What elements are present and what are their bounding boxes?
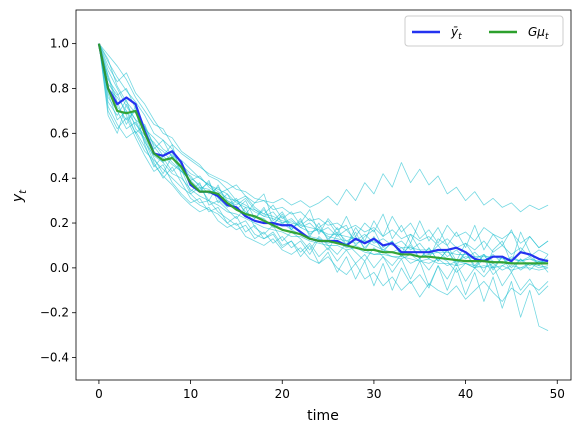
sample-path-line-1 [98,43,549,273]
plot-frame [75,9,572,381]
x-axis-label: time [307,408,339,424]
x-tick-label: 40 [458,387,473,401]
legend-label-mean: ȳt [450,25,462,42]
sample-path-line-6 [98,43,549,273]
sample-path-line-9 [98,43,549,271]
legend-label-g-mu-main: Gμ [528,25,545,39]
sample-path-line-12 [98,43,549,302]
sample-path-line-3 [98,43,549,271]
x-tick-label: 30 [366,387,381,401]
y-tick-label: 0.4 [50,171,69,185]
sample-path-line-10 [98,43,549,273]
y-axis-label-sub: t [18,189,29,194]
mean-series [97,43,549,265]
x-tick-label: 50 [550,387,565,401]
legend-box [404,15,564,47]
sample-paths [98,43,549,332]
y-axis-ticks: −0.4 −0.2 0.0 0.2 0.4 0.6 0.8 1.0 [40,37,76,365]
sample-path-line-11 [98,43,549,253]
legend-label-g-mu: Gμt [528,25,549,42]
y-tick-label: 0.0 [50,261,69,275]
y-axis-label-main: y [10,193,26,203]
sample-path-line-7 [98,43,549,296]
legend-label-mean-sub: t [458,32,462,42]
x-tick-label: 10 [183,387,198,401]
sample-path-line-8 [98,43,549,258]
x-axis-ticks: 0 10 20 30 40 50 [95,380,565,401]
legend-label-mean-main: ȳ [450,25,459,39]
g-mu-series-line [97,43,549,265]
y-axis-label: yt [10,189,29,203]
sample-path-line-13 [98,43,549,262]
y-tick-label: 1.0 [50,37,69,51]
sample-path-line-15 [98,43,549,264]
sample-path-line-5 [98,43,549,213]
y-tick-label: −0.4 [40,351,69,365]
y-tick-label: 0.8 [50,81,69,95]
y-tick-label: −0.2 [40,306,69,320]
sample-path-line-4 [98,43,549,332]
x-tick-label: 0 [95,387,103,401]
y-tick-label: 0.2 [50,216,69,230]
legend: ȳt Gμt [404,15,564,47]
legend-label-g-mu-sub: t [545,32,549,42]
x-tick-label: 20 [275,387,290,401]
y-tick-label: 0.6 [50,126,69,140]
sample-path-line-14 [98,43,549,255]
